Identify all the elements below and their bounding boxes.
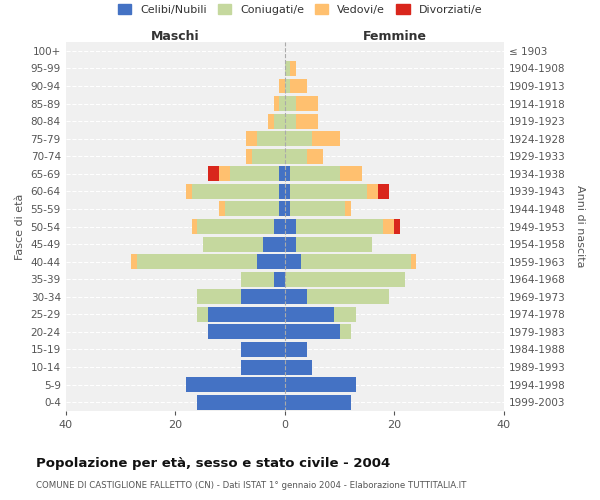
Bar [285,307,334,322]
Bar [383,219,394,234]
Bar [285,131,312,146]
Bar [252,149,285,164]
Text: Femmine: Femmine [362,30,427,43]
Bar [230,166,280,182]
Bar [285,96,296,111]
Bar [285,236,296,252]
Bar [241,272,274,286]
Bar [290,166,340,182]
Bar [285,377,356,392]
Bar [285,61,290,76]
Y-axis label: Anni di nascita: Anni di nascita [575,186,585,268]
Bar [241,360,285,374]
Bar [285,394,350,409]
Bar [137,254,257,269]
Bar [203,236,263,252]
Bar [290,61,296,76]
Bar [186,377,285,392]
Bar [197,394,285,409]
Bar [285,290,307,304]
Text: COMUNE DI CASTIGLIONE FALLETTO (CN) - Dati ISTAT 1° gennaio 2004 - Elaborazione : COMUNE DI CASTIGLIONE FALLETTO (CN) - Da… [36,481,466,490]
Bar [394,219,400,234]
Bar [263,236,285,252]
Bar [296,96,317,111]
Bar [285,202,290,216]
Bar [285,342,307,357]
Bar [257,254,285,269]
Bar [285,324,340,340]
Bar [219,202,224,216]
Y-axis label: Fasce di età: Fasce di età [15,194,25,260]
Bar [334,307,356,322]
Bar [285,78,290,94]
Bar [340,324,350,340]
Bar [274,96,280,111]
Bar [285,272,406,286]
Bar [280,202,285,216]
Bar [274,272,285,286]
Bar [296,236,373,252]
Bar [307,149,323,164]
Bar [241,342,285,357]
Bar [285,360,312,374]
Bar [345,202,350,216]
Bar [285,166,290,182]
Text: Maschi: Maschi [151,30,200,43]
Bar [208,307,285,322]
Bar [208,324,285,340]
Bar [290,184,367,199]
Bar [274,219,285,234]
Bar [296,114,317,128]
Bar [285,254,301,269]
Bar [296,219,383,234]
Bar [224,202,280,216]
Bar [367,184,378,199]
Bar [268,114,274,128]
Bar [280,166,285,182]
Bar [312,131,340,146]
Bar [378,184,389,199]
Bar [219,166,230,182]
Bar [301,254,411,269]
Bar [197,219,274,234]
Bar [274,114,285,128]
Bar [307,290,389,304]
Bar [197,307,208,322]
Bar [257,131,285,146]
Bar [186,184,191,199]
Bar [247,131,257,146]
Bar [197,290,241,304]
Bar [280,184,285,199]
Legend: Celibi/Nubili, Coniugati/e, Vedovi/e, Divorziati/e: Celibi/Nubili, Coniugati/e, Vedovi/e, Di… [115,0,485,18]
Text: Popolazione per età, sesso e stato civile - 2004: Popolazione per età, sesso e stato civil… [36,458,390,470]
Bar [131,254,137,269]
Bar [280,96,285,111]
Bar [411,254,416,269]
Bar [285,184,290,199]
Bar [208,166,219,182]
Bar [241,290,285,304]
Bar [285,219,296,234]
Bar [290,202,345,216]
Bar [290,78,307,94]
Bar [191,184,280,199]
Bar [247,149,252,164]
Bar [340,166,362,182]
Bar [285,149,307,164]
Bar [191,219,197,234]
Bar [280,78,285,94]
Bar [285,114,296,128]
